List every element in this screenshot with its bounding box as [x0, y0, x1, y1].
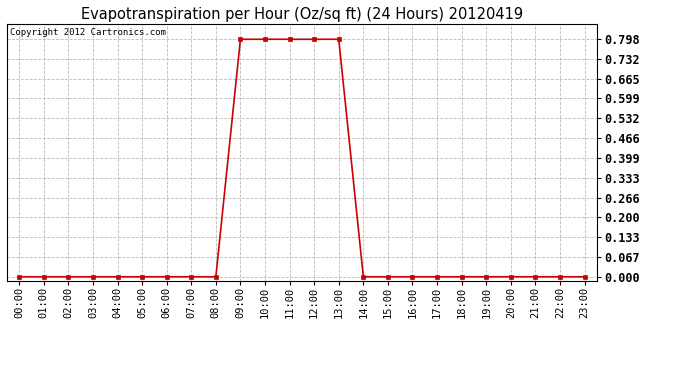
Text: Copyright 2012 Cartronics.com: Copyright 2012 Cartronics.com — [10, 28, 166, 37]
Title: Evapotranspiration per Hour (Oz/sq ft) (24 Hours) 20120419: Evapotranspiration per Hour (Oz/sq ft) (… — [81, 7, 523, 22]
